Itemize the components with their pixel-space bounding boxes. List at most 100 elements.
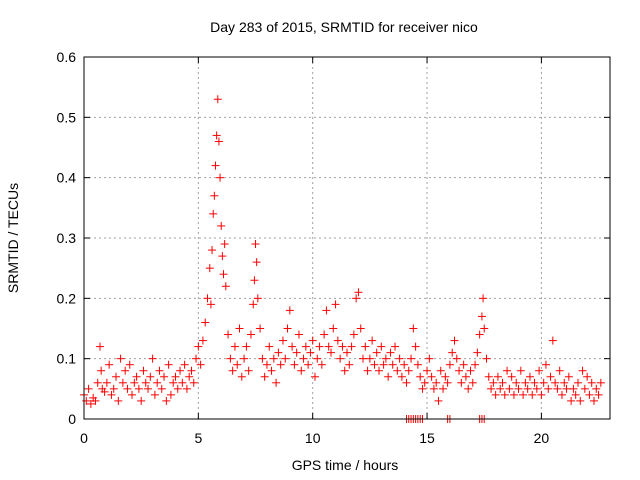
x-tick-label: 10	[305, 430, 321, 446]
data-point	[283, 324, 292, 333]
data-point	[432, 378, 441, 387]
data-point	[91, 396, 100, 405]
data-point	[134, 384, 143, 393]
data-point	[112, 372, 121, 381]
data-point	[471, 360, 480, 369]
data-point	[185, 372, 194, 381]
data-point	[391, 342, 400, 351]
data-points	[80, 95, 605, 423]
data-point	[479, 294, 488, 303]
data-point	[196, 360, 205, 369]
data-point	[523, 384, 532, 393]
data-point	[564, 372, 573, 381]
data-point	[484, 372, 493, 381]
data-point	[272, 378, 281, 387]
data-point	[445, 360, 454, 369]
data-point	[171, 372, 180, 381]
data-point	[105, 360, 114, 369]
data-point	[317, 360, 326, 369]
data-point	[338, 342, 347, 351]
data-point	[182, 384, 191, 393]
data-point	[461, 372, 470, 381]
data-point	[487, 384, 496, 393]
data-point	[288, 342, 297, 351]
data-point	[576, 396, 585, 405]
y-axis-ticks: 0 0.1 0.2 0.3 0.4 0.5 0.6	[57, 49, 610, 427]
data-point	[544, 384, 553, 393]
data-point	[96, 342, 105, 351]
data-point	[208, 246, 217, 255]
data-point	[468, 378, 477, 387]
data-point	[370, 360, 379, 369]
data-point	[203, 294, 212, 303]
data-point	[326, 348, 335, 357]
data-point	[493, 372, 502, 381]
y-tick-label: 0.5	[57, 109, 77, 125]
data-point	[320, 330, 329, 339]
data-point	[473, 348, 482, 357]
data-point	[141, 378, 150, 387]
data-point	[592, 384, 601, 393]
data-point	[224, 330, 233, 339]
data-point	[477, 312, 486, 321]
data-point	[381, 354, 390, 363]
data-point	[567, 396, 576, 405]
data-point	[178, 378, 187, 387]
data-point	[409, 324, 418, 333]
data-point	[352, 294, 361, 303]
data-point	[252, 258, 261, 267]
data-point	[589, 396, 598, 405]
data-point	[260, 372, 269, 381]
data-point	[256, 324, 265, 333]
data-point	[265, 342, 274, 351]
data-point	[434, 396, 443, 405]
data-point	[397, 372, 406, 381]
data-point	[322, 306, 331, 315]
data-point	[347, 342, 356, 351]
data-point	[336, 354, 345, 363]
data-point	[384, 372, 393, 381]
data-point	[596, 378, 605, 387]
data-point	[340, 366, 349, 375]
data-point	[213, 95, 222, 104]
data-point	[166, 390, 175, 399]
data-point	[393, 366, 402, 375]
data-point	[217, 221, 226, 230]
data-point	[459, 360, 468, 369]
data-point	[262, 360, 271, 369]
x-tick-label: 20	[534, 430, 550, 446]
data-point	[548, 336, 557, 345]
data-point	[310, 372, 319, 381]
data-point	[560, 378, 569, 387]
data-point	[230, 342, 239, 351]
chart-title: Day 283 of 2015, SRMTID for receiver nic…	[210, 19, 478, 35]
data-point	[443, 378, 452, 387]
data-point	[475, 330, 484, 339]
data-point	[189, 378, 198, 387]
data-point	[363, 366, 372, 375]
data-point	[429, 384, 438, 393]
data-point	[285, 306, 294, 315]
data-point	[258, 354, 267, 363]
data-point	[379, 360, 388, 369]
data-point	[201, 318, 210, 327]
data-point	[132, 372, 141, 381]
data-point	[427, 372, 436, 381]
data-point	[482, 354, 491, 363]
data-point	[359, 354, 368, 363]
data-point	[498, 378, 507, 387]
data-point	[109, 384, 118, 393]
data-point	[93, 378, 102, 387]
x-axis-ticks: 0 5 10 15 20	[80, 57, 549, 446]
data-point	[333, 336, 342, 345]
data-point	[555, 366, 564, 375]
data-point	[375, 366, 384, 375]
data-point	[329, 324, 338, 333]
data-point	[209, 209, 218, 218]
data-point	[356, 324, 365, 333]
data-point	[516, 366, 525, 375]
data-point	[491, 390, 500, 399]
data-point	[313, 354, 322, 363]
data-point	[160, 372, 169, 381]
data-point	[420, 378, 429, 387]
